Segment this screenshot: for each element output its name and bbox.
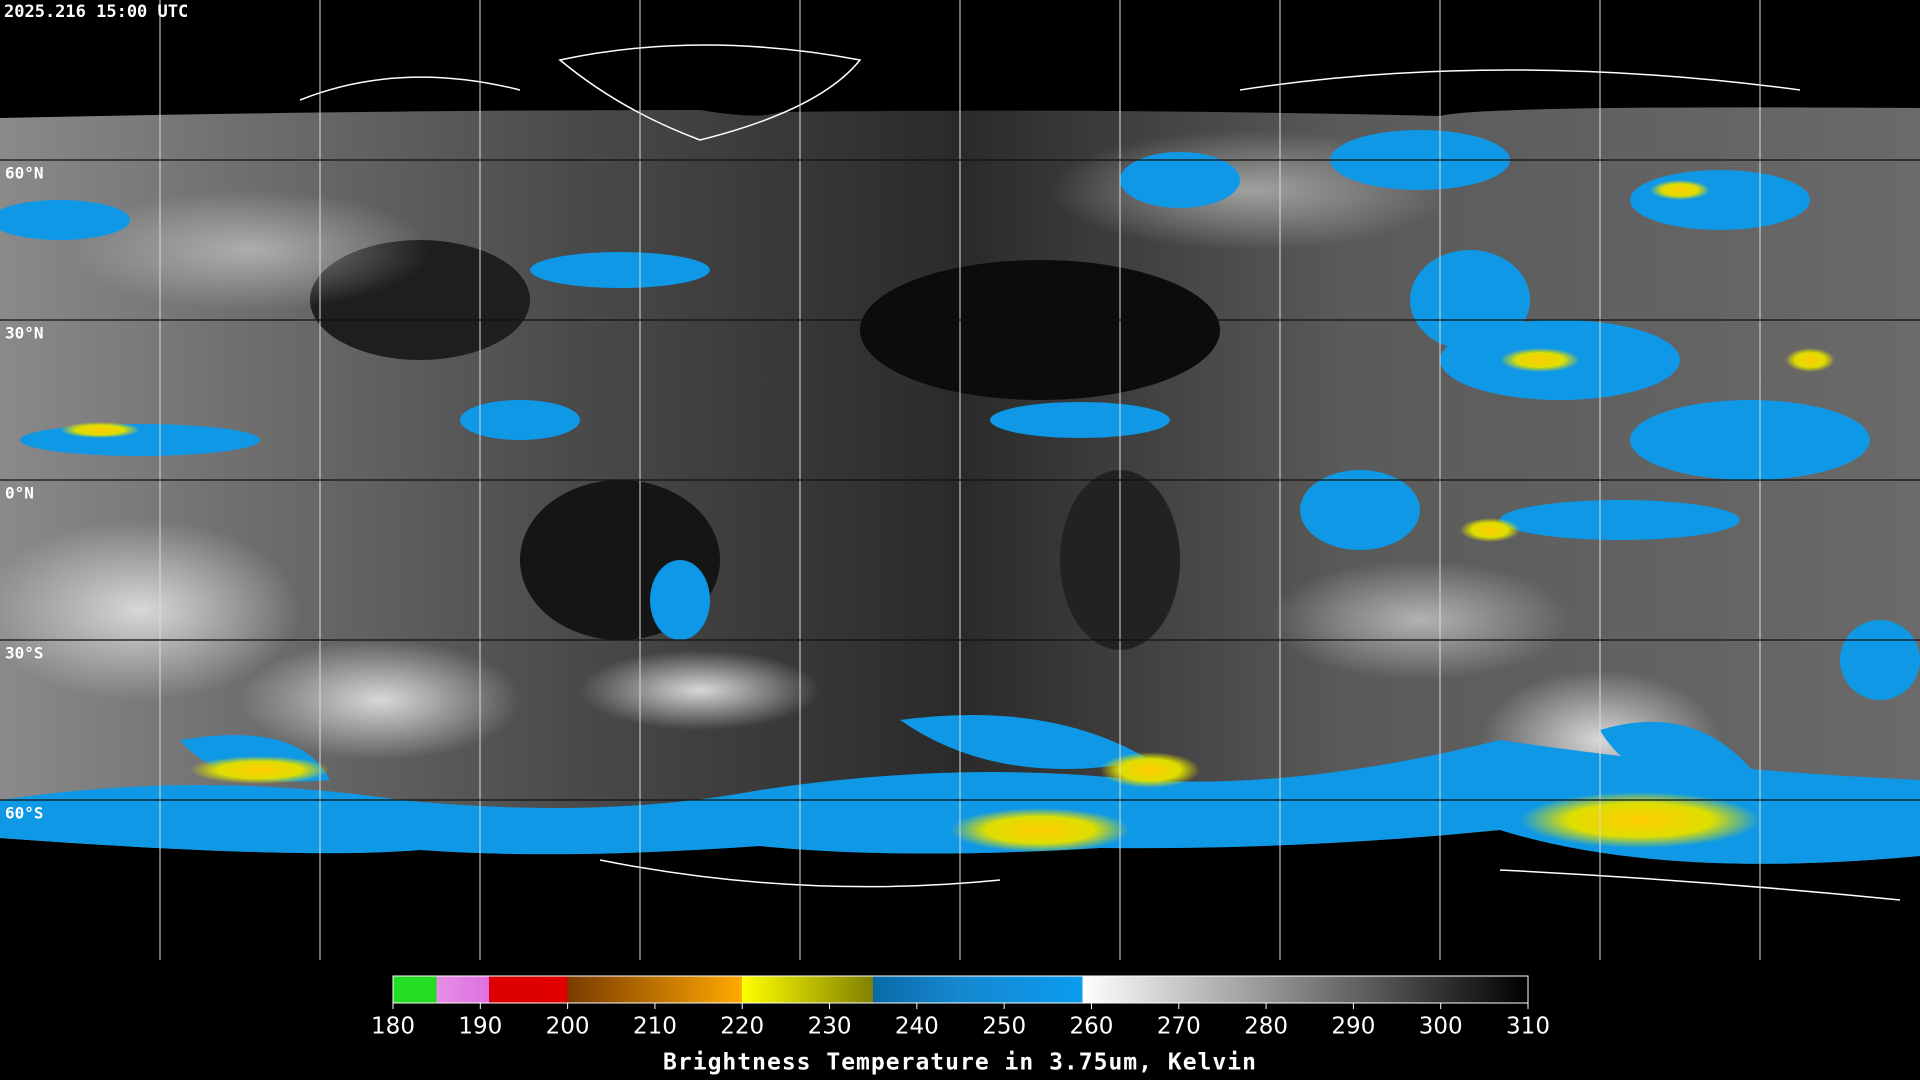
colorbar-tick-label: 240 [895, 1014, 939, 1040]
latitude-labels: 60°N 30°N 0°N 30°S 60°S [5, 164, 44, 823]
colorbar-tick-label: 210 [633, 1014, 677, 1040]
graticule [0, 0, 1920, 960]
colorbar-tick-label: 250 [982, 1014, 1026, 1040]
latitude-label: 30°N [5, 324, 44, 343]
colorbar-tick-label: 270 [1157, 1014, 1201, 1040]
latitude-label: 60°S [5, 804, 44, 823]
colorbar-title: Brightness Temperature in 3.75um, Kelvin [663, 1050, 1257, 1076]
colorbar-tick-label: 280 [1244, 1014, 1288, 1040]
colorbar-scale [392, 975, 1529, 1004]
colorbar-tick-label: 310 [1506, 1014, 1550, 1040]
colorbar: Brightness Temperature in 3.75um, Kelvin… [371, 975, 1550, 1076]
latitude-label: 0°N [5, 484, 34, 503]
colorbar-tick-label: 300 [1419, 1014, 1463, 1040]
colorbar-tick-label: 180 [371, 1014, 415, 1040]
colorbar-tick-label: 190 [458, 1014, 502, 1040]
colorbar-tick-label: 290 [1331, 1014, 1375, 1040]
colorbar-tick-label: 260 [1070, 1014, 1114, 1040]
colorbar-tick-label: 220 [720, 1014, 764, 1040]
timestamp: 2025.216 15:00 UTC [4, 2, 188, 22]
latitude-label: 60°N [5, 164, 44, 183]
latitude-label: 30°S [5, 644, 44, 663]
colorbar-tick-label: 230 [808, 1014, 852, 1040]
colorbar-tick-label: 200 [546, 1014, 590, 1040]
